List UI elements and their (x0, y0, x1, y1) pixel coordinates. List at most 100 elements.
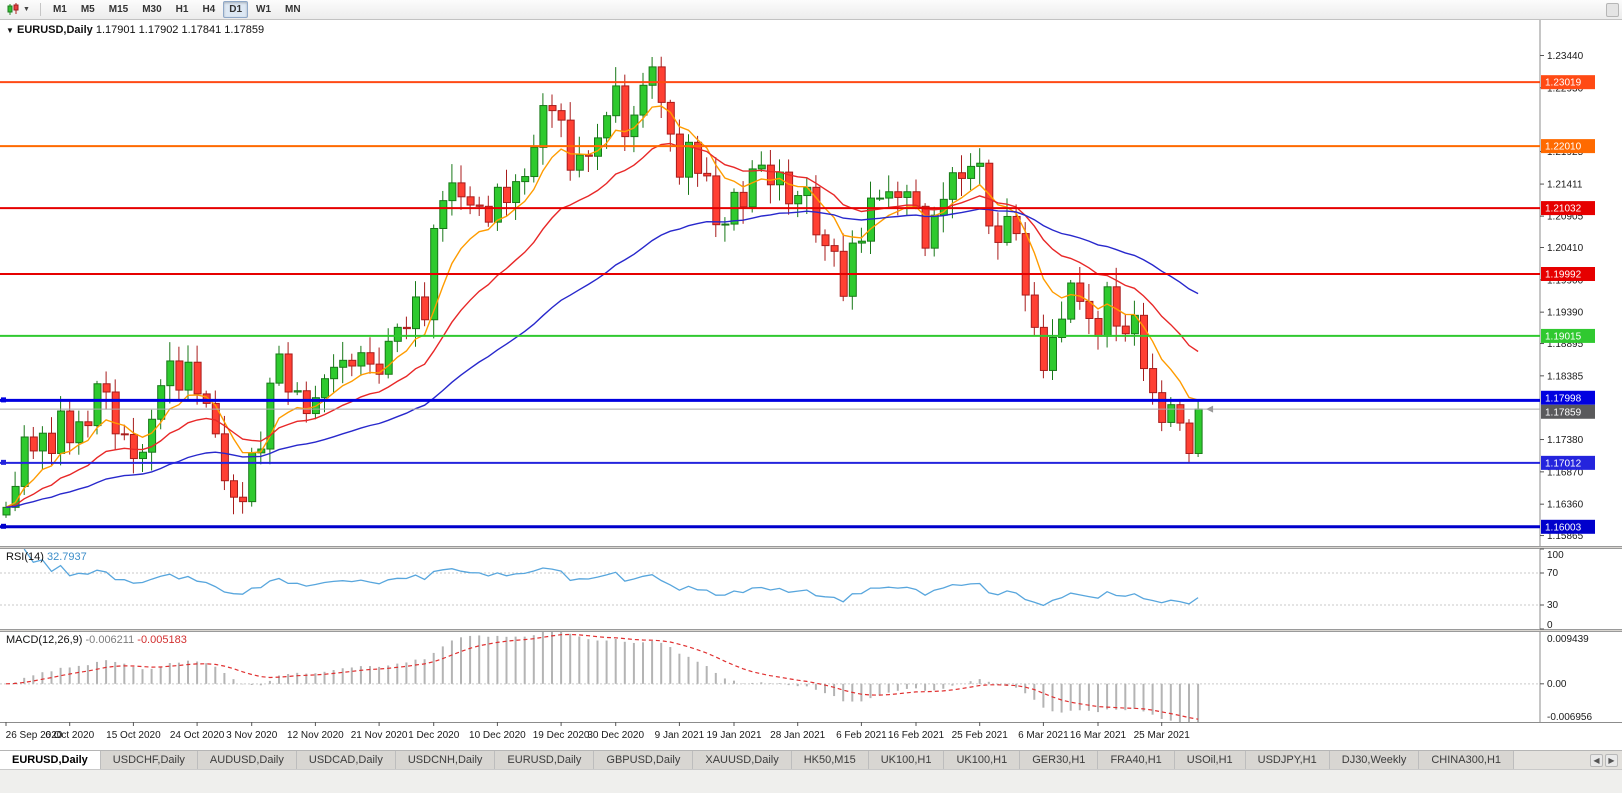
chart-ohlc: 1.17901 1.17902 1.17841 1.17859 (95, 24, 265, 36)
level-lines (0, 81, 1540, 529)
svg-text:1.17859: 1.17859 (1545, 407, 1582, 418)
svg-text:3 Nov 2020: 3 Nov 2020 (226, 730, 278, 741)
tab-scroll-right-icon[interactable]: ▶ (1605, 753, 1618, 767)
chart-tab-13[interactable]: USOil,H1 (1174, 751, 1246, 769)
svg-text:6 Mar 2021: 6 Mar 2021 (1018, 730, 1069, 741)
svg-text:1.21411: 1.21411 (1547, 180, 1583, 191)
chart-tab-12[interactable]: FRA40,H1 (1098, 751, 1175, 769)
svg-text:100: 100 (1547, 550, 1564, 561)
svg-text:1.23440: 1.23440 (1547, 51, 1584, 62)
chart-tab-14[interactable]: USDJPY,H1 (1245, 751, 1330, 769)
svg-text:26 Sep 2020: 26 Sep 2020 (6, 730, 63, 741)
chart-tab-3[interactable]: USDCAD,Daily (296, 751, 396, 769)
rsi-name: RSI(14) (6, 551, 44, 563)
svg-text:25 Feb 2021: 25 Feb 2021 (952, 730, 1009, 741)
timeframe-button-m1[interactable]: M1 (52, 4, 67, 15)
svg-text:1 Dec 2020: 1 Dec 2020 (408, 730, 460, 741)
svg-text:1.16870: 1.16870 (1547, 467, 1584, 478)
chart-tab-10[interactable]: UK100,H1 (944, 751, 1021, 769)
timeframe-button-m15[interactable]: M15 (108, 4, 129, 15)
ma-line-50 (5, 208, 1199, 508)
svg-text:1.19390: 1.19390 (1547, 308, 1584, 319)
svg-text:1.23019: 1.23019 (1545, 78, 1582, 89)
toolbar-separator (39, 3, 41, 16)
chevron-down-icon: ▼ (23, 6, 30, 13)
macd-value-signal: -0.005183 (137, 634, 187, 646)
svg-text:24 Oct 2020: 24 Oct 2020 (170, 730, 225, 741)
timeframe-button-m5[interactable]: M5 (80, 4, 95, 15)
chart-tab-7[interactable]: XAUUSD,Daily (693, 751, 792, 769)
toolbar-more-button[interactable] (1606, 3, 1619, 17)
indicator-axis-labels: 100 70 30 0 0.009439 0.00 -0.006956 (1540, 548, 1592, 723)
chart-tab-5[interactable]: EURUSD,Daily (495, 751, 595, 769)
svg-text:6 Oct 2020: 6 Oct 2020 (45, 730, 94, 741)
line-handle[interactable] (1, 397, 6, 403)
timeframe-button-h4[interactable]: H4 (202, 4, 216, 15)
svg-text:10 Dec 2020: 10 Dec 2020 (469, 730, 526, 741)
svg-text:1.19015: 1.19015 (1545, 331, 1582, 342)
svg-text:30: 30 (1547, 600, 1559, 611)
chart-tab-9[interactable]: UK100,H1 (868, 751, 945, 769)
svg-text:0.009439: 0.009439 (1547, 634, 1589, 645)
chart-tab-1[interactable]: USDCHF,Daily (100, 751, 198, 769)
chart-tab-6[interactable]: GBPUSD,Daily (594, 751, 694, 769)
svg-text:15 Oct 2020: 15 Oct 2020 (106, 730, 161, 741)
svg-text:21 Nov 2020: 21 Nov 2020 (351, 730, 408, 741)
svg-text:1.17380: 1.17380 (1547, 435, 1584, 446)
rsi-label: RSI(14) 32.7937 (6, 551, 87, 563)
timeframe-button-h1[interactable]: H1 (175, 4, 189, 15)
collapse-arrow-icon: ▼ (6, 26, 14, 35)
rsi-pane (0, 549, 1540, 607)
svg-text:1.16360: 1.16360 (1547, 500, 1584, 511)
macd-pane (0, 632, 1540, 722)
chart-tab-0[interactable]: EURUSD,Daily (0, 751, 101, 769)
svg-text:1.22010: 1.22010 (1545, 142, 1582, 153)
toolbar: ▼ M1 M5 M15 M30 H1 H4 D1 W1 MN (0, 0, 1622, 20)
macd-name: MACD(12,26,9) (6, 634, 83, 646)
svg-text:1.17998: 1.17998 (1545, 393, 1582, 404)
chart-type-button[interactable]: ▼ (4, 2, 33, 17)
chart-tab-11[interactable]: GER30,H1 (1020, 751, 1099, 769)
chart-tab-4[interactable]: USDCNH,Daily (395, 751, 496, 769)
svg-text:16 Mar 2021: 16 Mar 2021 (1070, 730, 1127, 741)
svg-text:30 Dec 2020: 30 Dec 2020 (587, 730, 644, 741)
svg-text:6 Feb 2021: 6 Feb 2021 (836, 730, 887, 741)
timeframe-button-m30[interactable]: M30 (142, 4, 162, 15)
ma-line-8 (5, 105, 1199, 508)
line-handle[interactable] (1, 523, 6, 529)
candlestick-chart-icon (7, 3, 19, 15)
svg-text:1.19992: 1.19992 (1545, 270, 1582, 281)
svg-text:19 Dec 2020: 19 Dec 2020 (533, 730, 590, 741)
macd-value-main: -0.006211 (85, 634, 135, 646)
tab-scroll-left-icon[interactable]: ◀ (1590, 753, 1603, 767)
svg-text:19 Jan 2021: 19 Jan 2021 (706, 730, 761, 741)
svg-text:25 Mar 2021: 25 Mar 2021 (1134, 730, 1191, 741)
svg-text:1.16003: 1.16003 (1545, 522, 1582, 533)
chart-tab-16[interactable]: CHINA300,H1 (1419, 751, 1515, 769)
chart-tab-15[interactable]: DJ30,Weekly (1329, 751, 1420, 769)
svg-text:1.15865: 1.15865 (1547, 531, 1584, 542)
last-bar-marker (1206, 405, 1214, 413)
chart-tab-2[interactable]: AUDUSD,Daily (197, 751, 297, 769)
chart-tabs: EURUSD,Daily USDCHF,Daily AUDUSD,Daily USDC… (0, 751, 1515, 769)
svg-text:-0.006956: -0.006956 (1547, 712, 1592, 723)
svg-text:0: 0 (1547, 620, 1553, 631)
chart-frame (0, 20, 1622, 723)
timeframe-button-mn[interactable]: MN (285, 4, 301, 15)
rsi-value: 32.7937 (46, 551, 87, 563)
rsi-line (23, 549, 1199, 607)
macd-label: MACD(12,26,9) -0.006211 -0.005183 (6, 634, 187, 646)
chart-tabbar: EURUSD,Daily USDCHF,Daily AUDUSD,Daily USDC… (0, 750, 1622, 769)
chart-title: ▼ EURUSD,Daily 1.17901 1.17902 1.17841 1… (6, 24, 264, 36)
chart-tab-8[interactable]: HK50,M15 (791, 751, 869, 769)
timeframe-button-w1[interactable]: W1 (256, 4, 272, 15)
timeframe-button-d1[interactable]: D1 (223, 1, 249, 18)
svg-text:12 Nov 2020: 12 Nov 2020 (287, 730, 344, 741)
timeframe-button-group: M1 M5 M15 M30 H1 H4 D1 W1 MN (46, 1, 308, 18)
line-handle[interactable] (1, 459, 6, 465)
svg-text:9 Jan 2021: 9 Jan 2021 (655, 730, 705, 741)
svg-text:1.18385: 1.18385 (1547, 371, 1584, 382)
svg-text:1.20905: 1.20905 (1547, 212, 1584, 223)
candles-layer (2, 56, 1203, 518)
